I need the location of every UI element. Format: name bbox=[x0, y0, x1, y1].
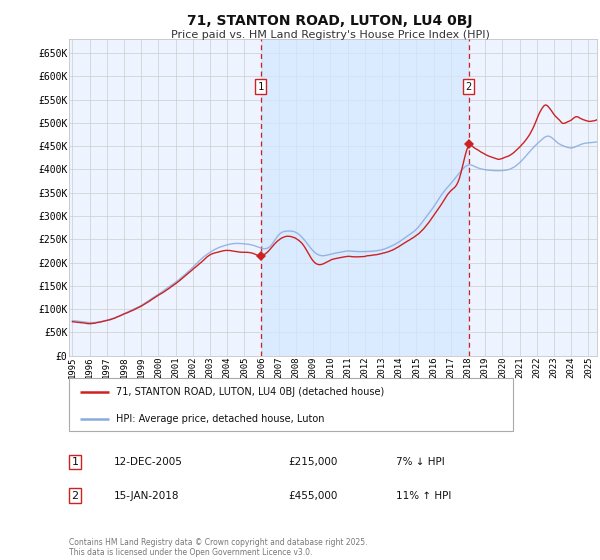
Text: 2: 2 bbox=[71, 491, 79, 501]
Text: 1: 1 bbox=[257, 82, 264, 92]
Text: 15-JAN-2018: 15-JAN-2018 bbox=[114, 491, 179, 501]
Text: 11% ↑ HPI: 11% ↑ HPI bbox=[396, 491, 451, 501]
Bar bbox=[261, 39, 469, 356]
Text: 71, STANTON ROAD, LUTON, LU4 0BJ: 71, STANTON ROAD, LUTON, LU4 0BJ bbox=[187, 14, 473, 28]
Text: £455,000: £455,000 bbox=[288, 491, 337, 501]
Text: HPI: Average price, detached house, Luton: HPI: Average price, detached house, Luto… bbox=[116, 414, 324, 424]
Text: £215,000: £215,000 bbox=[288, 457, 337, 467]
Text: 71, STANTON ROAD, LUTON, LU4 0BJ (detached house): 71, STANTON ROAD, LUTON, LU4 0BJ (detach… bbox=[116, 388, 384, 398]
Text: 7% ↓ HPI: 7% ↓ HPI bbox=[396, 457, 445, 467]
Text: 1: 1 bbox=[71, 457, 79, 467]
Text: Contains HM Land Registry data © Crown copyright and database right 2025.
This d: Contains HM Land Registry data © Crown c… bbox=[69, 538, 367, 557]
Text: 2: 2 bbox=[466, 82, 472, 92]
Text: Price paid vs. HM Land Registry's House Price Index (HPI): Price paid vs. HM Land Registry's House … bbox=[170, 30, 490, 40]
Text: 12-DEC-2005: 12-DEC-2005 bbox=[114, 457, 183, 467]
